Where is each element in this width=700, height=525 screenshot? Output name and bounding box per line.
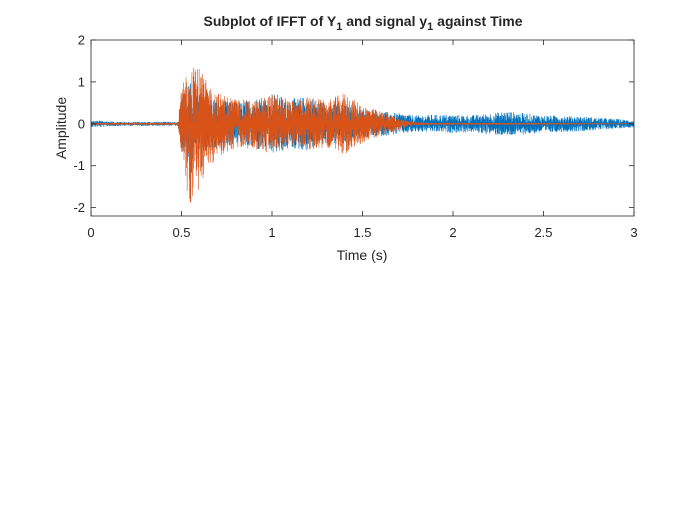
- y-axis-ticks: -2 -1 0 1 2: [73, 33, 634, 215]
- chart-title: Subplot of IFFT of Y1 and signal y1 agai…: [204, 13, 523, 33]
- y-tick-label: -2: [73, 200, 85, 215]
- x-tick-label: 0: [87, 225, 94, 240]
- chart-title-part-3: against Time: [433, 13, 522, 29]
- x-tick-label: 1: [268, 225, 275, 240]
- x-tick-label: 1.5: [353, 225, 371, 240]
- chart-title-subscript-2: 1: [427, 21, 433, 33]
- y-tick-label: 1: [78, 74, 85, 89]
- series-line-2: [91, 67, 634, 203]
- x-tick-label: 3: [630, 225, 637, 240]
- x-tick-label: 2: [449, 225, 456, 240]
- plot-area: 0 0.5 1 1.5 2 2.5 3 -2 -1 0 1 2: [73, 33, 637, 241]
- y-tick-label: -1: [73, 158, 85, 173]
- chart-title-part-2: and signal y: [342, 13, 427, 29]
- y-axis-label: Amplitude: [53, 97, 69, 159]
- x-tick-label: 2.5: [534, 225, 552, 240]
- x-axis-ticks: 0 0.5 1 1.5 2 2.5 3: [87, 40, 638, 240]
- y-tick-label: 2: [78, 33, 85, 48]
- x-tick-label: 0.5: [172, 225, 190, 240]
- x-axis-label: Time (s): [337, 247, 388, 263]
- chart-title-subscript-1: 1: [336, 21, 342, 33]
- y-tick-label: 0: [78, 116, 85, 131]
- chart-title-part-1: Subplot of IFFT of Y: [204, 13, 337, 29]
- series-layer: [91, 67, 634, 203]
